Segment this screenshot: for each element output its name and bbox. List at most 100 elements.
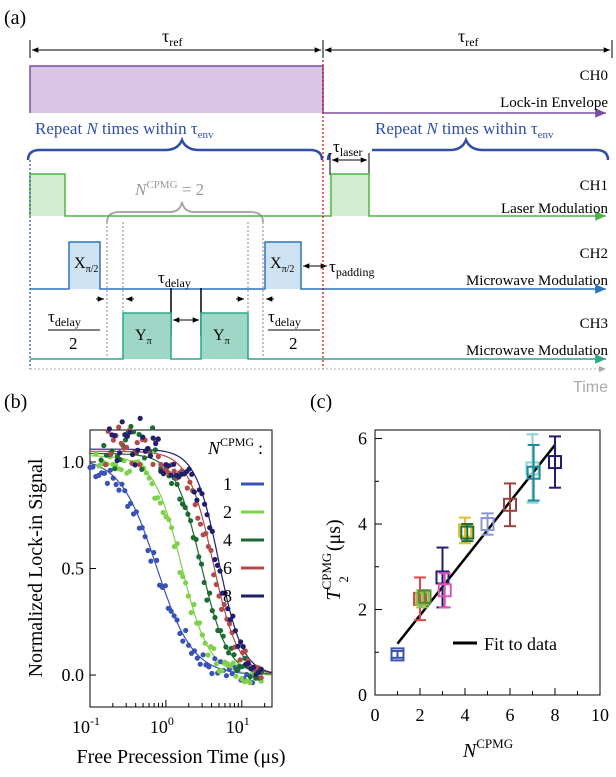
data-point-1 (180, 638, 186, 644)
data-point-2 (205, 652, 211, 658)
data-point-4 (188, 518, 194, 524)
legend-label-2: 2 (223, 502, 232, 522)
data-point-6 (158, 461, 164, 468)
fit-legend-label: Fit to data (484, 634, 557, 654)
ch2-id: CH2 (580, 246, 608, 262)
repeat-label-right: Repeat N times within τenv (375, 119, 554, 141)
data-point-1 (142, 534, 148, 540)
data-point-5 (437, 572, 452, 609)
data-point-8 (124, 433, 130, 439)
data-point-8 (111, 432, 118, 439)
data-point-6 (203, 530, 209, 537)
point-marker (460, 525, 475, 540)
tau-ref-right: τref (325, 26, 613, 58)
data-point-6 (102, 462, 109, 468)
x-tick-label: 0 (371, 705, 380, 725)
data-point-6 (197, 521, 204, 527)
data-point-1 (171, 613, 177, 619)
data-point-8 (212, 556, 218, 563)
data-point-6 (213, 581, 219, 588)
data-point-8 (217, 568, 223, 574)
data-point-4 (209, 608, 215, 614)
ch1-trace: CH1 Laser Modulation (29, 173, 609, 221)
data-point-8 (119, 419, 125, 425)
plot-c-legend: Fit to data (453, 634, 557, 654)
tau-laser: τlaser (328, 137, 372, 175)
tau-delay-half-left: τdelay 2 (48, 296, 134, 353)
data-point-8 (155, 436, 161, 442)
data-point-2 (169, 525, 175, 531)
tau-delay-half-den-right: 2 (289, 334, 298, 353)
data-point-8 (225, 606, 231, 612)
data-point-8 (480, 512, 495, 536)
x-tick-label: 4 (461, 705, 470, 725)
data-point-1 (110, 475, 116, 481)
y-pulse-right: Yπ (213, 327, 230, 347)
data-point-4 (247, 674, 253, 680)
data-point-4 (220, 633, 226, 639)
y-tick-label: 0 (358, 685, 367, 705)
legend-label-6: 6 (223, 558, 232, 578)
x-tick-label: 101 (226, 714, 250, 737)
x-tick-label: 8 (551, 705, 560, 725)
data-point-8 (214, 562, 220, 569)
ch3-desc: Microwave Modulation (466, 343, 609, 359)
data-point-9 (503, 482, 517, 528)
data-point-6 (187, 479, 193, 485)
data-point-4 (169, 480, 175, 487)
data-point-1 (128, 500, 134, 506)
data-point-8 (132, 462, 138, 468)
data-point-8 (194, 497, 200, 503)
data-point-8 (207, 525, 213, 531)
data-point-1 (174, 617, 180, 623)
data-point-6 (205, 544, 211, 550)
data-point-8 (227, 617, 233, 623)
data-point-4 (98, 457, 104, 463)
data-point-6 (216, 593, 222, 599)
data-point-8 (145, 445, 151, 452)
data-point-1 (101, 470, 108, 476)
ch3-id: CH3 (580, 316, 608, 332)
x-pulse-right: Xπ/2 (270, 255, 294, 275)
data-point-1 (107, 467, 113, 473)
data-point-4 (198, 561, 205, 567)
data-point-8 (129, 451, 136, 458)
data-point-4 (174, 481, 180, 487)
x-tick-label: 10 (591, 705, 609, 725)
data-point-8 (199, 491, 205, 497)
data-point-8 (250, 664, 257, 671)
data-point-4 (231, 652, 237, 658)
data-point-8 (204, 512, 210, 518)
data-point-6 (108, 451, 114, 457)
data-point-2 (213, 661, 219, 667)
x-tick-label: 100 (150, 714, 174, 737)
data-point-2 (177, 570, 183, 576)
data-point-12 (548, 435, 562, 489)
data-point-2 (185, 593, 191, 599)
data-point-8 (230, 613, 236, 619)
data-point-8 (189, 471, 195, 477)
data-point-1 (206, 664, 212, 670)
data-point-2 (155, 495, 161, 501)
data-point-6 (118, 440, 124, 446)
data-point-8 (258, 666, 264, 672)
tau-laser-label: τlaser (333, 137, 363, 159)
data-point-6 (208, 547, 214, 554)
data-point-2 (157, 500, 163, 506)
panel-a: (a) τref τref CH0 Lock-in Envelope Repea… (4, 7, 613, 396)
ch1-desc: Laser Modulation (501, 201, 609, 217)
data-point-6 (258, 675, 264, 681)
plot-b-xlabel: Free Precession Time (μs) (76, 746, 285, 768)
data-point-2 (219, 668, 225, 674)
data-point-6 (124, 444, 130, 450)
data-point-4 (136, 431, 142, 438)
data-point-1 (151, 549, 157, 556)
data-point-6 (237, 657, 243, 663)
data-point-8 (235, 643, 241, 649)
data-point-4 (207, 590, 213, 596)
data-point-4 (212, 614, 218, 621)
data-point-0 (390, 647, 405, 662)
data-point-2 (197, 620, 203, 626)
ch0-trace: CH0 Lock-in Envelope (29, 65, 608, 118)
data-point-2 (199, 632, 205, 638)
